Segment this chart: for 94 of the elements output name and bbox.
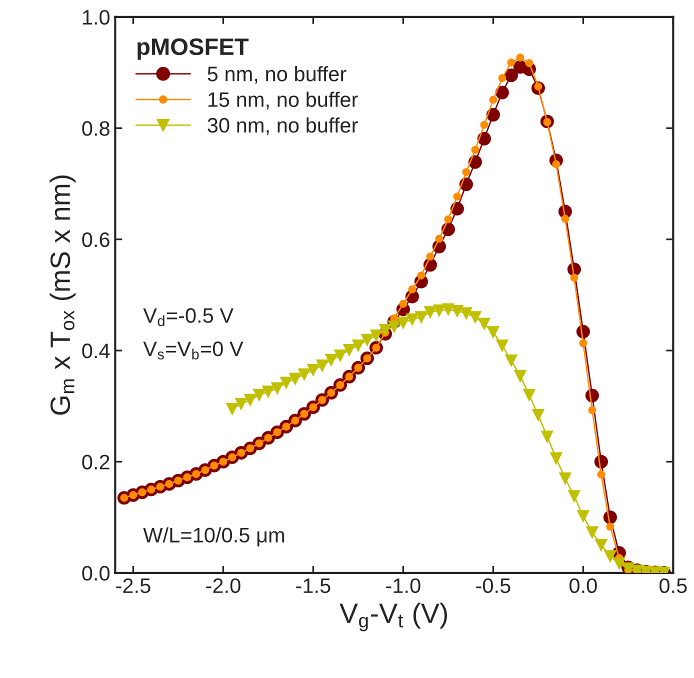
point: [435, 234, 444, 243]
point: [444, 215, 452, 224]
point: [595, 539, 608, 552]
x-tick-label: 0.5: [660, 578, 687, 594]
y-tick-label: 0.8: [82, 121, 110, 136]
point: [469, 311, 482, 324]
point: [525, 59, 534, 68]
point: [370, 329, 382, 342]
point: [408, 285, 416, 294]
point: [498, 74, 506, 82]
point: [415, 311, 428, 324]
point: [489, 96, 498, 104]
point: [487, 326, 500, 338]
point: [468, 155, 482, 169]
point: [504, 68, 518, 82]
legend-label: 15 nm, no buffer: [208, 92, 358, 110]
point: [307, 364, 320, 376]
y-tick-label: 0.0: [82, 566, 110, 581]
point: [388, 320, 400, 333]
x-tick-label: -1.0: [386, 578, 420, 594]
y-axis-title: G$_{m}$ x T$_{ox}$ (mS x nm): [50, 175, 76, 415]
point: [226, 402, 238, 415]
point: [343, 344, 356, 356]
annotation: V$_{d}$=-0.5 V: [143, 308, 234, 326]
point: [253, 388, 266, 402]
point: [450, 202, 464, 216]
point: [399, 300, 408, 308]
point: [433, 304, 446, 317]
point: [280, 376, 292, 389]
x-tick-label: 0.0: [570, 578, 597, 594]
point: [244, 394, 256, 406]
x-tick-label: -2.0: [206, 578, 240, 594]
point: [459, 178, 473, 192]
point: [453, 192, 462, 201]
point: [478, 318, 490, 330]
y-tick-label: 0.2: [82, 454, 110, 470]
point: [597, 470, 606, 478]
point: [577, 510, 590, 522]
point: [361, 334, 374, 346]
point: [559, 472, 572, 484]
point: [486, 108, 500, 122]
point: [579, 339, 588, 348]
point: [532, 408, 544, 422]
annotation: V$_{s}$=V$_{b}$=0 V: [143, 342, 244, 360]
point: [561, 214, 570, 223]
point: [586, 526, 598, 538]
point: [334, 349, 346, 362]
legend-label: 30 nm, no buffer: [208, 117, 358, 136]
point: [406, 313, 418, 326]
point: [496, 339, 508, 352]
point: [298, 368, 310, 381]
point: [426, 252, 434, 261]
point: [424, 306, 436, 318]
point: [379, 324, 392, 336]
point: [352, 339, 364, 352]
point: [523, 388, 536, 402]
point: [541, 430, 554, 443]
point: [514, 370, 526, 382]
point: [516, 54, 524, 62]
x-tick-label: -1.5: [296, 578, 330, 594]
point: [507, 58, 516, 67]
y-tick-label: 0.4: [82, 344, 110, 358]
point: [417, 271, 426, 280]
point: [495, 86, 509, 100]
y-tick-label: 0.6: [82, 232, 110, 248]
point: [462, 168, 470, 176]
point: [316, 359, 328, 372]
point: [570, 274, 578, 282]
point: [505, 354, 518, 367]
point: [451, 304, 464, 318]
point: [480, 120, 488, 129]
point: [568, 490, 580, 502]
point: [550, 452, 562, 464]
point: [606, 522, 614, 531]
point: [604, 550, 616, 562]
point: [289, 372, 302, 385]
annotation: W/L=10/0.5 μm: [143, 527, 284, 546]
point: [442, 303, 454, 316]
y-tick-label: 1.0: [82, 10, 110, 25]
legend-label: 5 nm, no buffer: [208, 66, 346, 84]
point: [262, 386, 274, 398]
point: [471, 146, 480, 154]
point: [325, 354, 338, 366]
x-axis-title: V$_{g}$-V$_{t}$ (V): [340, 602, 447, 632]
point: [235, 398, 248, 410]
x-tick-label: -2.5: [116, 578, 150, 594]
point: [271, 382, 284, 394]
legend-title: pMOSFET: [138, 38, 249, 60]
point: [588, 406, 596, 414]
point: [460, 307, 472, 320]
x-tick-label: -0.5: [476, 578, 510, 594]
point: [397, 316, 410, 329]
point: [477, 132, 491, 146]
point: [613, 557, 626, 570]
